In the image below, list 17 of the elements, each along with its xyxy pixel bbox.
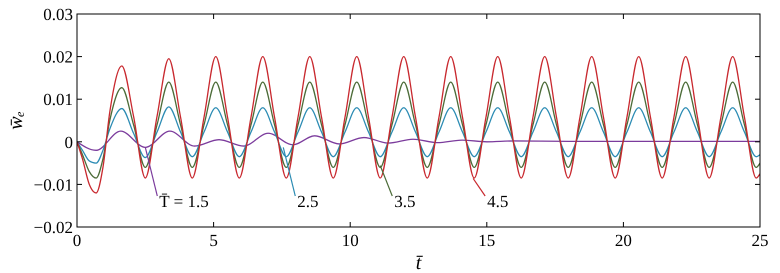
x-tick-label: 20 (614, 231, 632, 250)
x-tick-label: 5 (209, 231, 218, 250)
x-tick-label: 25 (752, 231, 768, 250)
x-tick-label: 10 (342, 231, 359, 250)
x-axis-title: t̄ (416, 252, 423, 273)
y-tick-label: 0.02 (43, 48, 73, 67)
y-tick-label: −0.02 (34, 218, 73, 237)
y-tick-label: 0.01 (43, 90, 73, 110)
annotation: 4.5 (487, 192, 508, 211)
y-axis-title: w̄ₑ (5, 111, 27, 130)
annotation: T̄ = 1.5 (159, 192, 209, 211)
x-tick-label: 15 (478, 231, 496, 250)
annotation: 3.5 (394, 192, 416, 211)
y-tick-label: 0.03 (43, 5, 73, 24)
annotation: 2.5 (297, 192, 319, 211)
y-tick-label: 0 (64, 132, 73, 152)
y-tick-label: −0.01 (34, 175, 73, 194)
